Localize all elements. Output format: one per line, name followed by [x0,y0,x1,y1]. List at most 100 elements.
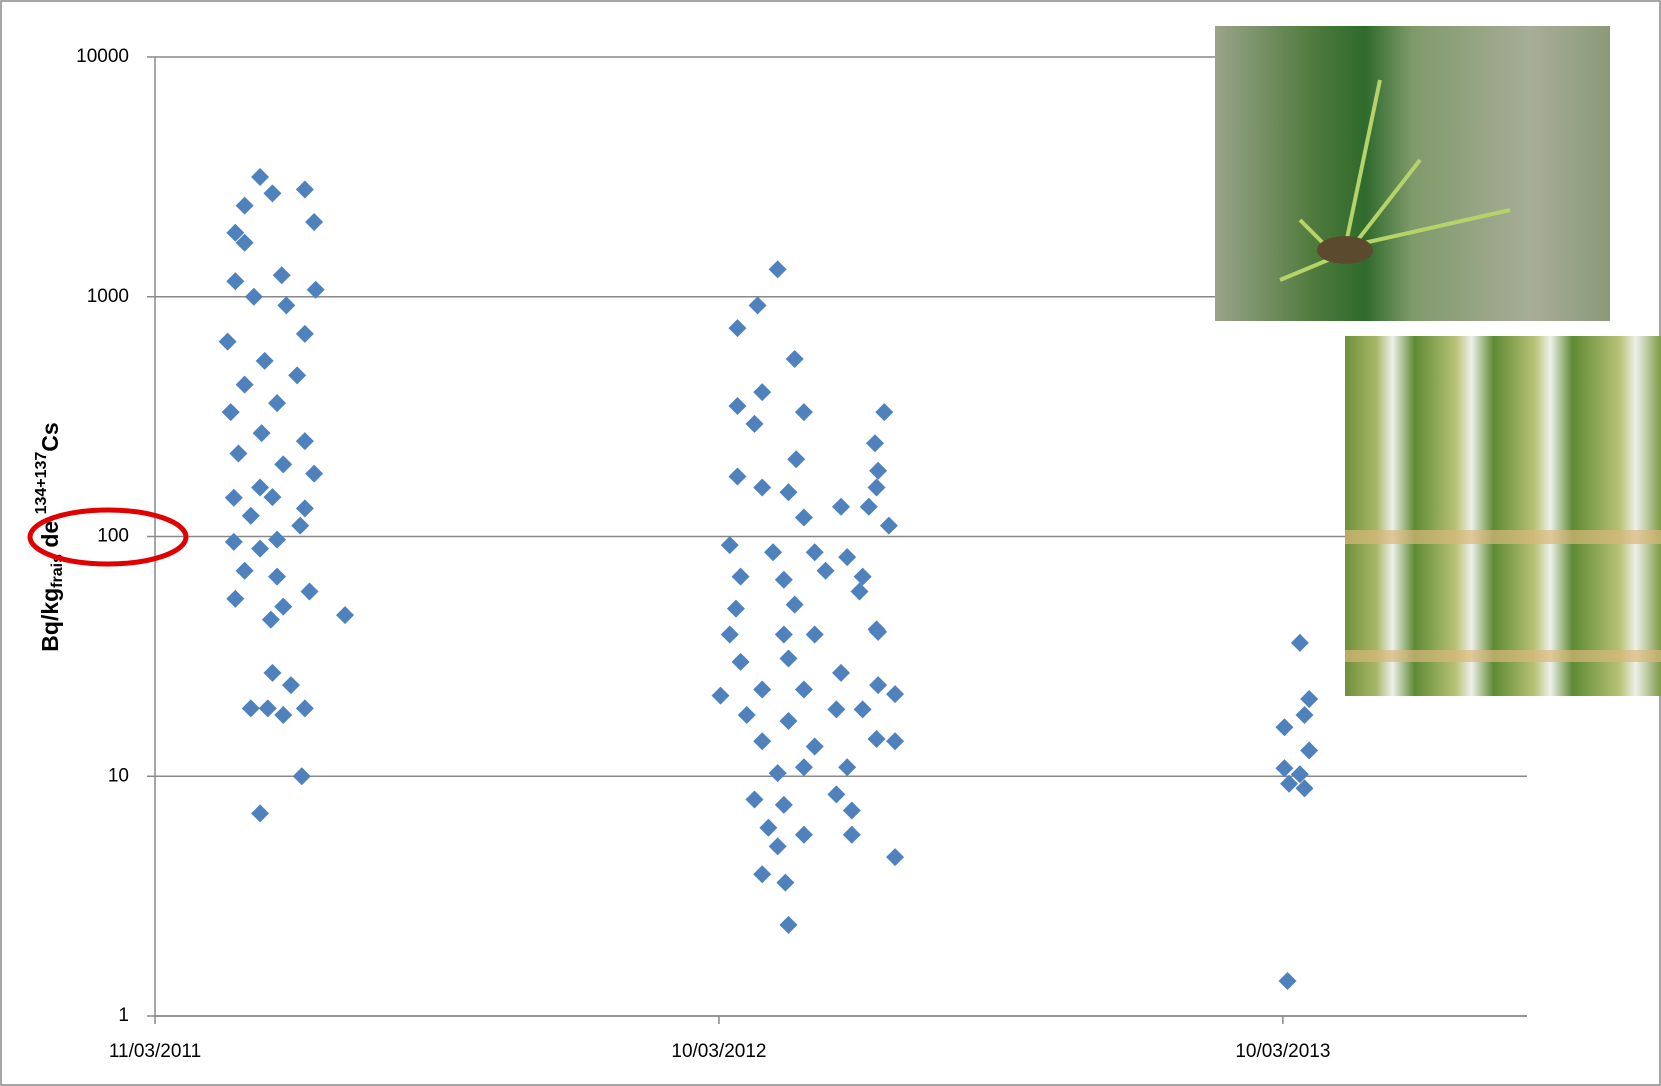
point [274,455,293,474]
point [241,699,260,718]
point [300,582,319,601]
point [274,597,293,616]
point [224,488,243,507]
point [805,737,824,756]
y-label-sub: frais [49,554,66,588]
point [842,825,861,844]
point [295,499,314,518]
x-tick-label: 11/03/2011 [109,1041,201,1062]
point [241,506,260,525]
point [768,837,787,856]
y-label-sup: 134+137 [33,452,50,515]
point [869,461,888,480]
point [842,801,861,820]
point [753,865,772,884]
y-tick-label: 100 [97,526,129,547]
y-label-part: Bq/kg [37,588,63,652]
point [794,403,813,422]
point [785,349,804,368]
point [244,287,263,306]
point [869,622,888,641]
point [764,543,783,562]
point [745,414,764,433]
point [768,260,787,279]
point [726,599,745,618]
point [794,680,813,699]
point [288,366,307,385]
point [886,685,905,704]
point [832,663,850,682]
point [886,848,905,867]
point [272,266,291,285]
y-tick-label: 10 [108,765,129,786]
point [1295,706,1314,725]
point [1295,779,1314,798]
point [728,319,747,338]
point [737,706,756,725]
point [263,488,282,507]
point [787,450,806,469]
point [779,649,798,668]
point [753,478,772,497]
point [251,478,270,497]
point [838,548,857,567]
point [251,539,270,558]
point [226,589,245,608]
point [731,652,750,671]
point [853,700,872,719]
point [1300,741,1319,760]
point [224,532,243,551]
point [753,680,772,699]
point [827,700,846,719]
point [1278,971,1297,990]
point [779,915,798,934]
point [251,167,270,186]
y-tick-label: 1 [118,1005,129,1026]
point [336,606,355,625]
point [850,582,869,601]
point [745,790,764,809]
y-tick-label: 1000 [87,286,129,307]
point [268,530,287,549]
point [859,497,878,516]
point [268,394,287,413]
point [720,536,739,555]
point [794,825,813,844]
point [748,296,767,315]
point [768,764,787,783]
point [805,625,824,644]
point [875,403,894,422]
point [832,497,850,516]
point [268,567,287,586]
point [261,610,280,629]
point [774,795,793,814]
point [295,180,314,199]
point [886,732,905,751]
point [295,699,314,718]
point [728,397,747,416]
photo-bamboo-branch [1215,26,1610,321]
point [305,213,324,232]
point [277,296,296,315]
point [867,478,886,497]
point [1275,759,1294,778]
y-tick-label: 10000 [76,46,129,67]
point [226,272,245,291]
point [774,570,793,589]
point [867,730,886,749]
point [292,767,311,786]
point [306,280,325,299]
y-label-part: Cs [37,422,63,451]
point [827,785,846,804]
point [816,561,835,580]
point [753,732,772,751]
point [869,676,888,695]
point [794,758,813,777]
point [774,625,793,644]
point [235,233,254,252]
y-axis-label: Bq/kgfrais de 134+137Cs [33,422,66,651]
highlight-ellipse [27,507,189,567]
point [252,424,271,443]
